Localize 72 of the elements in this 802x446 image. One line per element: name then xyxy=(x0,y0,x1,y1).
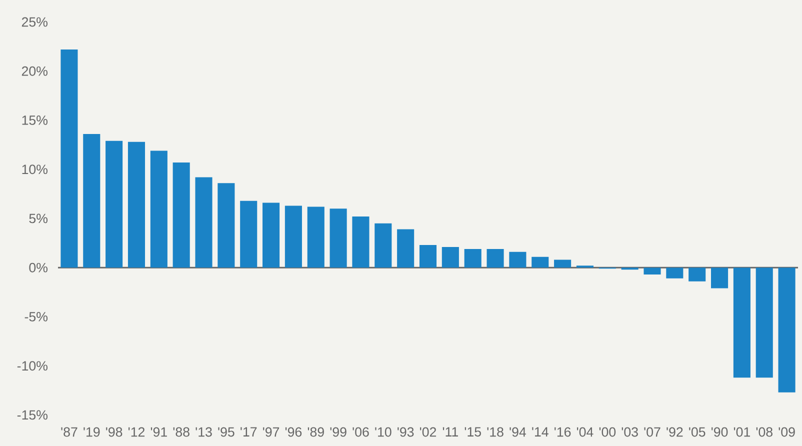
y-tick-label: 10% xyxy=(22,164,48,174)
bar xyxy=(486,248,504,268)
bar xyxy=(688,268,706,282)
bar xyxy=(307,206,324,268)
bar xyxy=(374,223,392,268)
x-tick-label: '96 xyxy=(285,427,302,437)
y-tick-label: 0% xyxy=(29,262,48,272)
x-tick-label: '99 xyxy=(330,427,346,437)
x-tick-label: '15 xyxy=(464,427,481,437)
bar xyxy=(778,268,796,392)
y-tick-label: 25% xyxy=(22,17,48,27)
x-tick-label: '88 xyxy=(173,427,190,437)
x-tick-label: '89 xyxy=(308,427,324,437)
y-tick-label: -15% xyxy=(17,410,48,420)
bar xyxy=(756,268,773,378)
y-tick-label: 15% xyxy=(22,116,48,125)
x-tick-label: '91 xyxy=(150,427,167,437)
x-tick-label: '90 xyxy=(712,427,728,437)
bar xyxy=(150,150,168,268)
bar xyxy=(644,268,661,275)
bar xyxy=(532,256,549,268)
x-tick-label: '98 xyxy=(106,427,122,437)
x-tick-label: '08 xyxy=(756,427,772,437)
x-tick-label: '13 xyxy=(196,427,212,437)
x-tick-label: '87 xyxy=(61,427,78,437)
x-tick-label: '16 xyxy=(554,427,571,437)
x-tick-label: '01 xyxy=(734,427,750,437)
bar xyxy=(464,248,482,268)
bar xyxy=(106,140,123,268)
x-tick-label: '95 xyxy=(218,427,234,437)
bar xyxy=(711,268,728,288)
bar xyxy=(733,268,750,378)
x-tick-label: '92 xyxy=(666,427,683,437)
bar xyxy=(128,142,146,268)
x-tick-label: '02 xyxy=(420,427,436,437)
bar xyxy=(330,208,347,268)
bar xyxy=(509,252,526,268)
x-tick-label: '06 xyxy=(352,427,369,437)
x-tick-label: '14 xyxy=(532,427,548,436)
bar xyxy=(218,183,235,268)
bar xyxy=(284,206,302,268)
bar xyxy=(666,268,684,278)
x-tick-label: '10 xyxy=(375,427,392,437)
bar xyxy=(240,200,258,268)
x-tick-label: '11 xyxy=(442,427,458,436)
bar xyxy=(195,177,212,268)
x-tick-label: '19 xyxy=(84,427,100,437)
bar xyxy=(60,50,78,268)
y-tick-label: 20% xyxy=(22,66,48,76)
x-tick-label: '17 xyxy=(240,427,257,436)
y-tick-label: 5% xyxy=(29,214,48,224)
x-tick-label: '09 xyxy=(778,427,795,437)
x-tick-label: '93 xyxy=(398,427,414,437)
x-tick-label: '04 xyxy=(576,427,594,437)
bar xyxy=(83,134,100,268)
bar xyxy=(352,216,370,268)
x-tick-label: '07 xyxy=(644,427,660,437)
x-tick-label: '05 xyxy=(689,427,706,437)
y-tick-label: -10% xyxy=(17,361,48,371)
y-tick-label: -5% xyxy=(24,312,48,322)
bar xyxy=(262,202,280,268)
x-tick-label: '12 xyxy=(128,427,145,437)
bar xyxy=(442,246,459,268)
x-tick-label: '03 xyxy=(622,427,638,437)
x-tick-label: '18 xyxy=(487,427,504,437)
bar xyxy=(554,260,572,268)
bar xyxy=(172,162,190,268)
x-tick-label: '00 xyxy=(599,427,616,437)
x-tick-label: '97 xyxy=(263,427,280,437)
bar xyxy=(419,245,437,268)
bar xyxy=(397,229,414,268)
x-tick-label: '94 xyxy=(510,427,526,437)
